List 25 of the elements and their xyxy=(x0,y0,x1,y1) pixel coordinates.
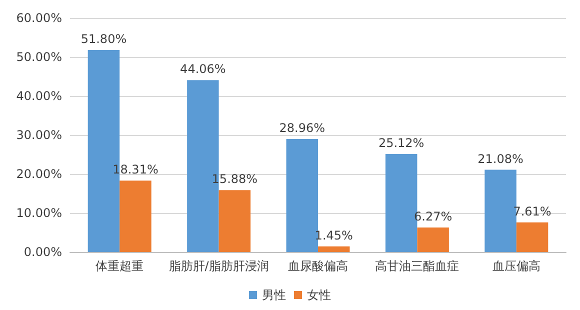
bar xyxy=(286,139,318,252)
y-tick-label: 60.00% xyxy=(16,11,62,25)
data-label: 51.80% xyxy=(80,32,127,46)
y-tick-label: 50.00% xyxy=(16,50,62,64)
x-tick-label: 体重超重 xyxy=(96,259,144,273)
bar xyxy=(218,190,251,252)
data-label: 21.08% xyxy=(478,152,524,166)
bar xyxy=(417,228,449,252)
x-tick-label: 高甘油三酯血症 xyxy=(375,259,460,273)
data-label: 44.06% xyxy=(180,62,226,76)
y-tick-label: 20.00% xyxy=(16,167,62,181)
y-tick-label: 30.00% xyxy=(16,128,62,142)
x-tick-label: 血压偏高 xyxy=(492,259,540,273)
x-tick-label: 血尿酸偏高 xyxy=(288,259,348,273)
data-label: 28.96% xyxy=(279,121,326,136)
bar xyxy=(516,222,548,252)
data-label: 25.12% xyxy=(378,136,424,150)
y-tick-label: 40.00% xyxy=(16,89,62,103)
y-tick-label: 0.00% xyxy=(24,245,62,259)
x-tick-label: 脂肪肝/脂肪肝浸润 xyxy=(168,259,269,273)
legend-label: 男性 xyxy=(262,288,286,302)
legend-label: 女性 xyxy=(307,288,331,302)
bar xyxy=(318,246,350,252)
y-tick-label: 10.00% xyxy=(16,206,62,220)
bar xyxy=(120,180,152,252)
